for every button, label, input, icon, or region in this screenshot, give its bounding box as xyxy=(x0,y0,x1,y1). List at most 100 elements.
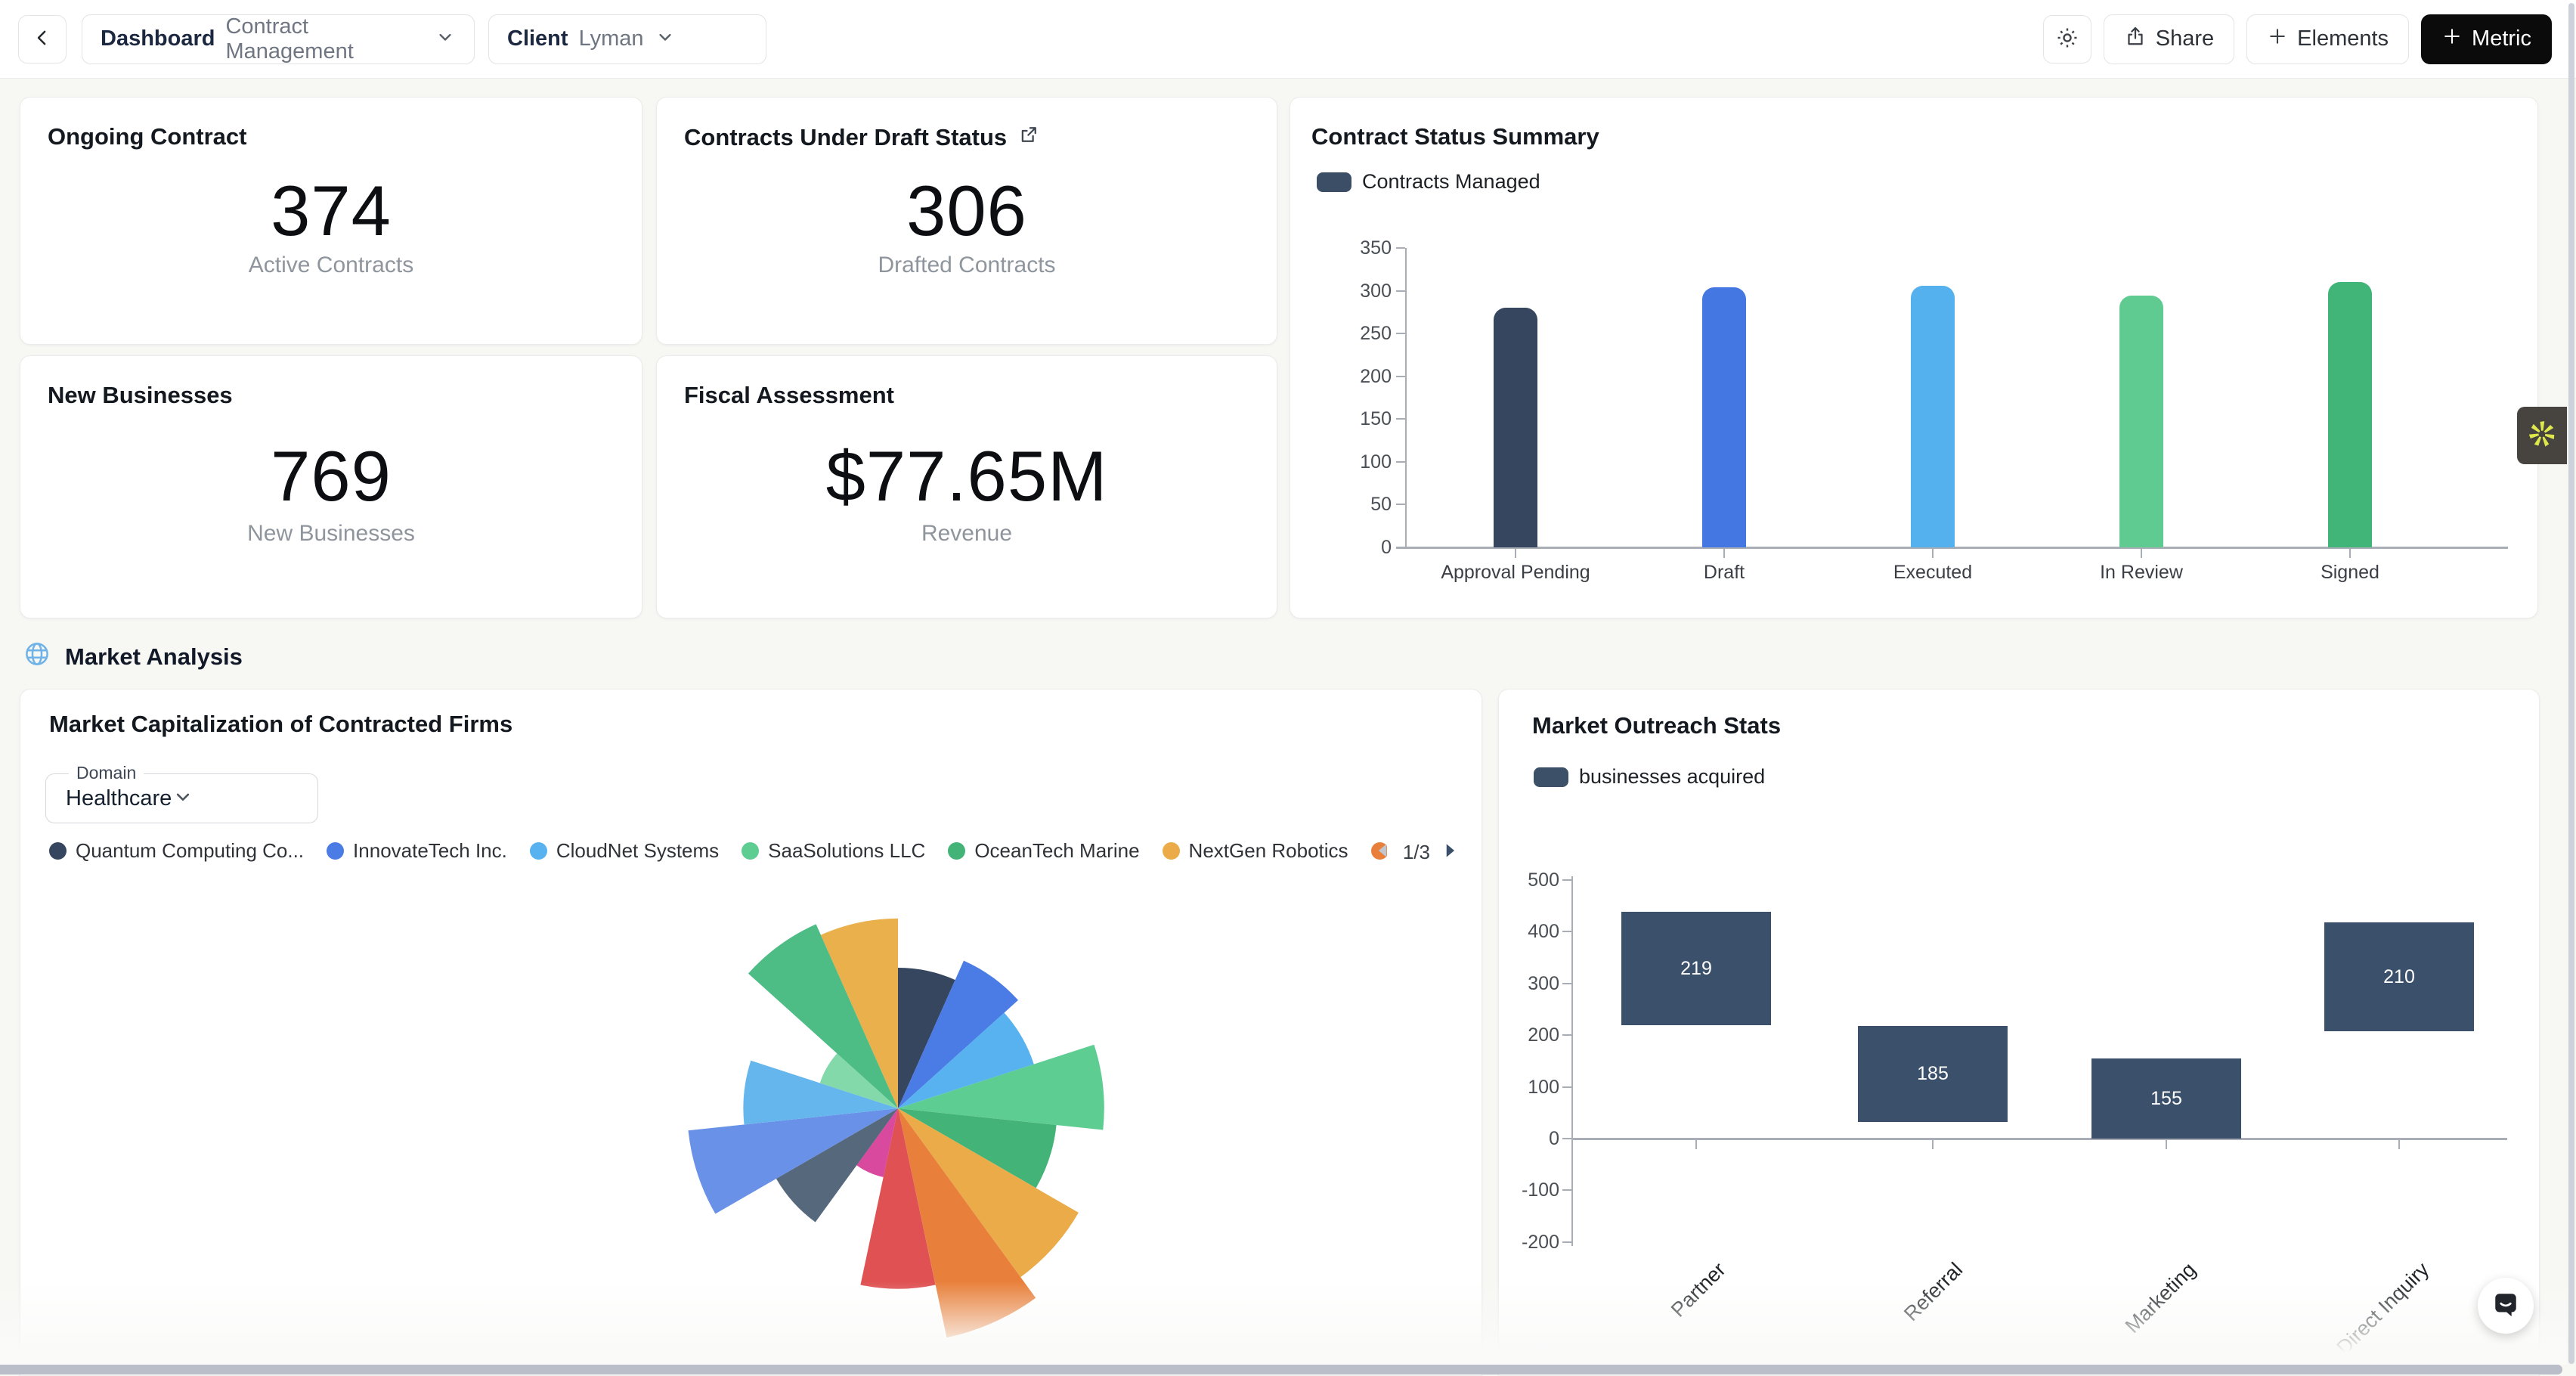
x-axis-category-label: Approval Pending xyxy=(1441,562,1590,583)
market-cap-sector-12[interactable] xyxy=(743,1060,898,1125)
market-cap-sector-8[interactable] xyxy=(860,1108,936,1289)
market-cap-sector-4[interactable] xyxy=(898,1044,1104,1130)
y-axis-tick xyxy=(1562,1241,1571,1243)
market-cap-sector-3[interactable] xyxy=(898,1012,1034,1109)
market-cap-sector-10[interactable] xyxy=(776,1108,898,1223)
elements-button-label: Elements xyxy=(2297,26,2389,51)
domain-select[interactable]: Domain Healthcare xyxy=(45,763,318,823)
legend-item-contracts-managed[interactable]: Contracts Managed xyxy=(1317,170,1540,194)
bar-in-review[interactable] xyxy=(2119,296,2163,547)
back-button[interactable] xyxy=(18,14,67,64)
market-cap-sector-15[interactable] xyxy=(820,918,898,1108)
bar-approval-pending[interactable] xyxy=(1494,308,1537,547)
metric-card-ongoing-contract: Ongoing Contract 374 Active Contracts xyxy=(20,97,642,345)
legend-label: Contracts Managed xyxy=(1362,170,1540,193)
bar-draft[interactable] xyxy=(1702,287,1746,547)
bar-direct-inquiry[interactable] xyxy=(2324,922,2474,1031)
y-axis-tick-label: 200 xyxy=(1528,1024,1559,1046)
domain-select-floating-label: Domain xyxy=(69,763,144,783)
x-axis-category-label: In Review xyxy=(2100,562,2183,583)
legend-dot xyxy=(742,842,760,860)
chart-title: Market Capitalization of Contracted Firm… xyxy=(49,711,513,737)
dashboard-select[interactable]: Dashboard Contract Management xyxy=(82,14,475,64)
market-cap-sector-5[interactable] xyxy=(898,1108,1057,1189)
y-axis-tick xyxy=(1396,333,1405,335)
dashboard-select-label: Dashboard xyxy=(101,26,215,51)
market-cap-sector-11[interactable] xyxy=(688,1108,899,1214)
metric-value: 374 xyxy=(271,170,392,250)
client-select[interactable]: Client Lyman xyxy=(488,14,766,64)
y-axis-tick-label: 150 xyxy=(1360,408,1392,430)
market-outreach-plot: 500 400 300 200 100 0 -100 -200 219 Partner 185 Ref… xyxy=(1499,690,2539,1375)
legend-dot xyxy=(948,842,966,860)
legend-item-innovatetech-inc[interactable]: InnovateTech Inc. xyxy=(327,839,507,863)
y-axis-line xyxy=(1571,876,1573,1246)
bar-marketing[interactable] xyxy=(2091,1058,2241,1139)
y-axis-tick-label: 100 xyxy=(1528,1076,1559,1098)
chevron-left-icon xyxy=(31,26,54,51)
bar-value-label: 210 xyxy=(2383,966,2415,987)
legend-label: NextGen Robotics xyxy=(1188,839,1348,862)
market-cap-rose-chart xyxy=(688,918,1104,1338)
y-axis-tick xyxy=(1396,460,1405,463)
chat-launcher-button[interactable] xyxy=(2478,1278,2534,1334)
x-axis-line xyxy=(1396,547,2508,549)
x-axis-tick xyxy=(2141,549,2142,558)
legend-dot xyxy=(529,842,547,860)
domain-select-value: Healthcare xyxy=(66,786,172,810)
market-cap-sector-1[interactable] xyxy=(898,968,955,1108)
metric-caption: Active Contracts xyxy=(248,253,414,278)
gear-icon xyxy=(2054,25,2080,53)
bar-executed[interactable] xyxy=(1911,286,1955,547)
horizontal-scrollbar[interactable] xyxy=(0,1365,2562,1374)
assistant-widget-button[interactable] xyxy=(2517,407,2567,464)
metric-value: 306 xyxy=(906,170,1027,250)
y-axis-tick xyxy=(1562,879,1571,881)
legend-swatch xyxy=(1317,172,1351,192)
bar-signed[interactable] xyxy=(2328,282,2372,547)
legend-item-quantum-computing-co[interactable]: Quantum Computing Co... xyxy=(49,839,304,863)
settings-button[interactable] xyxy=(2042,14,2091,64)
legend-item-cloudnet-systems[interactable]: CloudNet Systems xyxy=(529,839,720,863)
pager-next-icon[interactable] xyxy=(1439,841,1459,864)
vertical-scrollbar[interactable] xyxy=(2568,3,2574,1364)
chart-title: Market Outreach Stats xyxy=(1532,712,1782,739)
legend-item-biohealth-sol[interactable]: BioHealth Sol xyxy=(1370,839,1387,863)
contract-status-plot: 0 50 100 150 200 250 300 350 Approval Pending Dra… xyxy=(1290,98,2537,618)
y-axis-tick-label: 350 xyxy=(1360,237,1392,259)
elements-button[interactable]: Elements xyxy=(2246,14,2410,64)
market-cap-sector-9[interactable] xyxy=(856,1108,898,1177)
share-icon xyxy=(2124,25,2147,54)
market-cap-sector-6[interactable] xyxy=(898,1108,1079,1278)
legend-dot xyxy=(1162,842,1180,860)
legend-item-nextgen-robotics[interactable]: NextGen Robotics xyxy=(1162,839,1348,863)
x-axis-tick xyxy=(1932,1140,1934,1149)
market-cap-sector-13[interactable] xyxy=(819,1053,898,1108)
legend-dot xyxy=(49,842,67,860)
metric-card-contracts-under-draft: Contracts Under Draft Status 306 Drafted… xyxy=(656,97,1277,345)
market-cap-sector-2[interactable] xyxy=(898,960,1018,1108)
y-axis-tick xyxy=(1396,247,1405,249)
legend-label: CloudNet Systems xyxy=(556,839,720,862)
y-axis-tick xyxy=(1396,418,1405,420)
x-axis-tick xyxy=(1932,549,1934,558)
bar-referral[interactable] xyxy=(1858,1026,2008,1122)
y-axis-tick-label: 300 xyxy=(1528,972,1559,994)
market-cap-sector-14[interactable] xyxy=(748,924,898,1108)
y-axis-tick xyxy=(1562,982,1571,984)
card-title: Ongoing Contract xyxy=(48,123,247,150)
market-cap-sector-7[interactable] xyxy=(898,1108,1036,1338)
pager-prev-icon[interactable] xyxy=(1374,841,1394,864)
legend-swatch xyxy=(1534,767,1568,787)
asterisk-burst-icon xyxy=(2525,417,2559,455)
external-link-icon[interactable] xyxy=(1017,123,1040,152)
legend-item-businesses-acquired[interactable]: businesses acquired xyxy=(1534,765,1765,789)
share-button[interactable]: Share xyxy=(2103,14,2235,64)
bar-partner[interactable] xyxy=(1621,912,1771,1025)
metric-button[interactable]: Metric xyxy=(2421,14,2552,64)
y-axis-tick xyxy=(1562,931,1571,933)
x-axis-category-label: Partner xyxy=(1667,1258,1731,1322)
legend-item-saasolutions-llc[interactable]: SaaSolutions LLC xyxy=(742,839,925,863)
legend-item-oceantech-marine[interactable]: OceanTech Marine xyxy=(948,839,1140,863)
y-axis-tick-label: -100 xyxy=(1521,1179,1559,1201)
